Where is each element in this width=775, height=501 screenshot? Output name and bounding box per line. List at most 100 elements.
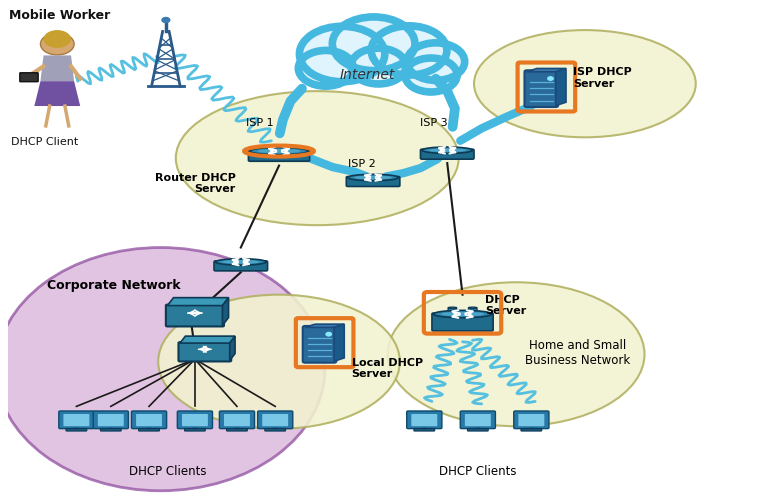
FancyBboxPatch shape <box>346 177 400 187</box>
Polygon shape <box>529 427 534 430</box>
FancyBboxPatch shape <box>262 414 288 426</box>
Ellipse shape <box>388 283 645 426</box>
Text: Corporate Network: Corporate Network <box>47 279 181 292</box>
Text: ISP 3: ISP 3 <box>420 118 447 128</box>
Text: DHCP Clients: DHCP Clients <box>129 464 207 477</box>
FancyBboxPatch shape <box>98 414 124 426</box>
Ellipse shape <box>215 266 267 271</box>
Ellipse shape <box>421 154 474 160</box>
Text: Local DHCP
Server: Local DHCP Server <box>352 357 423 379</box>
Circle shape <box>299 27 384 83</box>
Polygon shape <box>334 325 344 362</box>
FancyBboxPatch shape <box>303 326 336 363</box>
Ellipse shape <box>422 148 473 154</box>
FancyBboxPatch shape <box>224 414 250 426</box>
Polygon shape <box>34 82 81 107</box>
FancyBboxPatch shape <box>178 342 231 362</box>
Polygon shape <box>109 427 113 430</box>
Polygon shape <box>305 325 344 328</box>
Ellipse shape <box>429 149 467 153</box>
FancyBboxPatch shape <box>521 429 542 431</box>
FancyBboxPatch shape <box>414 429 435 431</box>
Circle shape <box>351 49 406 85</box>
Text: Home and Small
Business Network: Home and Small Business Network <box>525 338 630 366</box>
Circle shape <box>298 51 353 87</box>
FancyBboxPatch shape <box>184 429 205 431</box>
Polygon shape <box>74 427 79 430</box>
Ellipse shape <box>257 150 301 154</box>
FancyBboxPatch shape <box>139 429 160 431</box>
FancyBboxPatch shape <box>518 414 544 426</box>
Ellipse shape <box>474 31 696 138</box>
Polygon shape <box>167 298 229 306</box>
Polygon shape <box>556 69 566 106</box>
FancyBboxPatch shape <box>182 414 208 426</box>
Circle shape <box>326 333 332 336</box>
FancyBboxPatch shape <box>64 414 89 426</box>
Ellipse shape <box>176 92 459 226</box>
Text: ISP DHCP
Server: ISP DHCP Server <box>574 67 632 89</box>
Polygon shape <box>40 56 74 82</box>
Text: Mobile Worker: Mobile Worker <box>9 9 110 22</box>
FancyBboxPatch shape <box>407 411 442 429</box>
FancyBboxPatch shape <box>136 414 162 426</box>
Circle shape <box>405 59 457 93</box>
Ellipse shape <box>249 155 309 162</box>
Polygon shape <box>235 427 239 430</box>
FancyBboxPatch shape <box>20 74 38 83</box>
Polygon shape <box>229 337 235 361</box>
Ellipse shape <box>449 308 456 309</box>
FancyBboxPatch shape <box>214 262 267 272</box>
Ellipse shape <box>348 175 398 181</box>
FancyBboxPatch shape <box>93 411 129 429</box>
FancyBboxPatch shape <box>66 429 87 431</box>
Polygon shape <box>222 298 229 326</box>
Ellipse shape <box>215 259 266 266</box>
Polygon shape <box>180 337 235 343</box>
Polygon shape <box>146 427 151 430</box>
FancyBboxPatch shape <box>265 429 286 431</box>
Polygon shape <box>192 427 198 430</box>
FancyBboxPatch shape <box>467 429 488 431</box>
Ellipse shape <box>433 311 491 318</box>
Circle shape <box>371 27 447 76</box>
FancyBboxPatch shape <box>59 411 94 429</box>
FancyBboxPatch shape <box>465 414 491 426</box>
FancyBboxPatch shape <box>421 150 474 160</box>
FancyBboxPatch shape <box>448 308 456 315</box>
Text: DHCP Clients: DHCP Clients <box>439 464 517 477</box>
Circle shape <box>407 44 465 81</box>
Circle shape <box>332 18 415 72</box>
Text: DHCP
Server: DHCP Server <box>485 294 527 316</box>
FancyBboxPatch shape <box>177 411 212 429</box>
Text: DHCP Client: DHCP Client <box>11 137 78 146</box>
FancyBboxPatch shape <box>226 429 247 431</box>
Ellipse shape <box>469 308 476 309</box>
FancyBboxPatch shape <box>432 314 493 331</box>
FancyBboxPatch shape <box>101 429 121 431</box>
Ellipse shape <box>222 261 260 264</box>
Polygon shape <box>422 427 427 430</box>
FancyBboxPatch shape <box>257 411 293 429</box>
Polygon shape <box>527 69 566 73</box>
FancyBboxPatch shape <box>460 411 495 429</box>
Circle shape <box>40 34 74 56</box>
Ellipse shape <box>346 181 400 187</box>
Text: ISP 2: ISP 2 <box>348 159 375 169</box>
Circle shape <box>43 31 71 49</box>
Polygon shape <box>475 427 480 430</box>
FancyBboxPatch shape <box>249 151 309 162</box>
Ellipse shape <box>441 312 484 317</box>
Polygon shape <box>273 427 277 430</box>
Text: Internet: Internet <box>339 68 394 82</box>
Ellipse shape <box>0 248 325 491</box>
Text: ISP 1: ISP 1 <box>246 118 274 128</box>
FancyBboxPatch shape <box>132 411 167 429</box>
FancyBboxPatch shape <box>468 308 477 315</box>
FancyBboxPatch shape <box>166 305 224 327</box>
FancyBboxPatch shape <box>525 71 558 108</box>
Ellipse shape <box>354 176 392 180</box>
FancyBboxPatch shape <box>412 414 437 426</box>
FancyBboxPatch shape <box>219 411 254 429</box>
Ellipse shape <box>158 295 400 429</box>
